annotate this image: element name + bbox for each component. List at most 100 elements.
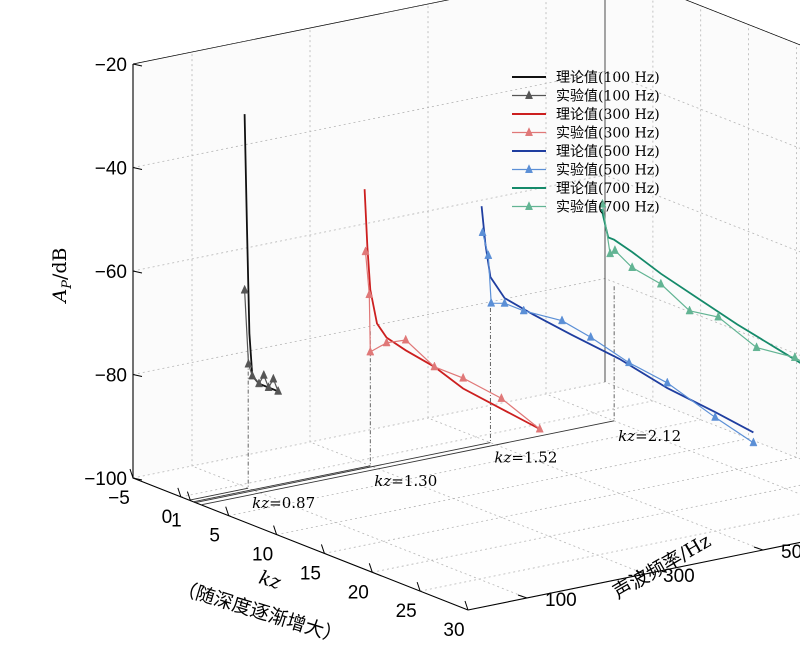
- legend-item: 理论值(500 Hz): [512, 144, 660, 160]
- legend-label: 理论值(700 Hz): [556, 181, 660, 197]
- back-pane: [605, 0, 800, 459]
- legend-marker: [525, 201, 533, 210]
- x-tick-mark: [368, 563, 373, 573]
- y-tick-mark: [517, 594, 528, 599]
- x-tick-mark: [273, 525, 278, 535]
- data-point: [711, 411, 720, 421]
- legend-label: 理论值(100 Hz): [556, 70, 660, 86]
- series-experiment-300: [361, 246, 544, 433]
- legend-label: 实验值(300 Hz): [556, 126, 660, 142]
- grid-line: [427, 4, 764, 551]
- series-theory-700: [600, 208, 800, 364]
- series-line: [600, 208, 800, 364]
- data-point: [790, 352, 799, 361]
- x-tick-label: 10: [252, 545, 273, 566]
- data-point: [558, 315, 566, 325]
- x-tick-mark: [225, 506, 230, 516]
- z-tick-label: −80: [95, 366, 127, 387]
- data-point: [430, 361, 439, 371]
- z-tick-label: −20: [95, 55, 127, 76]
- z-tick-mark: [132, 477, 143, 481]
- grid-line: [309, 28, 646, 575]
- data-point: [361, 246, 370, 256]
- data-point: [625, 357, 633, 367]
- z-tick-label: −40: [95, 159, 127, 180]
- data-point: [598, 198, 607, 208]
- annotations: kz=0.87 kz=1.30 kz=1.52 kz=2.12: [252, 427, 681, 512]
- drop-line-floor: [201, 420, 615, 506]
- legend-marker: [525, 164, 533, 173]
- data-point: [610, 244, 619, 254]
- floor-pane: [133, 382, 800, 610]
- legend-label: 理论值(500 Hz): [556, 144, 660, 160]
- legend-label: 理论值(300 Hz): [556, 107, 660, 123]
- x-tick-mark: [186, 491, 191, 501]
- kz-annotation: kz=1.30: [374, 472, 437, 490]
- data-point: [478, 227, 487, 236]
- x-tick-label: 30: [443, 620, 464, 641]
- legend: 理论值(100 Hz) 实验值(100 Hz) 理论值(300 Hz) 实验值(300…: [512, 70, 660, 216]
- legend-item: 理论值(100 Hz): [512, 70, 660, 86]
- data-point: [535, 423, 544, 433]
- data-point: [269, 373, 278, 383]
- z-tick-mark: [132, 167, 143, 170]
- x-tick-mark: [320, 544, 325, 554]
- data-point: [382, 337, 391, 347]
- drop-line-floor: [189, 487, 249, 501]
- data-point: [628, 262, 637, 271]
- kz-annotation: kz=1.52: [494, 449, 557, 467]
- data-point: [749, 437, 758, 447]
- series-experiment-700: [598, 198, 800, 362]
- data-point: [365, 289, 374, 299]
- frame-back: [132, 0, 800, 65]
- grid-line: [372, 484, 800, 573]
- data-point: [586, 331, 595, 341]
- kz-annotation: kz=2.12: [618, 427, 681, 445]
- legend-item: 实验值(300 Hz): [512, 126, 660, 142]
- series-experiment-100: [240, 284, 283, 395]
- axis-panes: [133, 0, 800, 610]
- data-point: [487, 297, 496, 307]
- series-line: [363, 189, 541, 430]
- legend-label: 实验值(100 Hz): [556, 89, 660, 105]
- data-point: [519, 305, 528, 315]
- data-point: [366, 346, 375, 356]
- x-tick-label: 1: [171, 511, 182, 532]
- data-point: [685, 305, 694, 315]
- x-tick-label: 0: [162, 507, 173, 528]
- z-axis-label: AP/dB: [49, 247, 75, 304]
- grid-line: [545, 0, 800, 495]
- legend-item: 实验值(700 Hz): [512, 200, 660, 216]
- kz-annotation: kz=0.87: [252, 494, 315, 512]
- x-tick-mark: [177, 487, 182, 498]
- data-point: [714, 311, 723, 321]
- legend-marker: [525, 90, 533, 99]
- legend-item: 理论值(700 Hz): [512, 181, 660, 197]
- data-point: [259, 369, 268, 379]
- grid-line: [180, 0, 654, 498]
- x-tick-label: 20: [348, 582, 369, 603]
- data-point: [255, 378, 263, 388]
- y-tick-label: 500: [781, 542, 800, 563]
- z-tick-mark: [132, 63, 143, 67]
- data-point: [663, 377, 672, 387]
- data-point: [656, 278, 665, 288]
- legend-label: 实验值(500 Hz): [556, 163, 660, 179]
- data-point: [459, 372, 468, 382]
- y-tick-label: 100: [545, 590, 577, 611]
- data-point: [497, 392, 506, 402]
- x-tick-mark: [129, 468, 134, 479]
- data-point: [240, 284, 249, 294]
- grid-line: [324, 43, 797, 554]
- x-tick-mark: [464, 600, 469, 611]
- data-point: [244, 358, 253, 368]
- legend-item: 理论值(300 Hz): [512, 107, 660, 123]
- x-axis-label: kz: [256, 567, 284, 595]
- data-point: [401, 334, 410, 344]
- x-tick-label: 25: [396, 601, 417, 622]
- drop-line-floor: [193, 465, 371, 503]
- series-experiment-500: [478, 227, 758, 447]
- drop-line-floor: [195, 442, 491, 504]
